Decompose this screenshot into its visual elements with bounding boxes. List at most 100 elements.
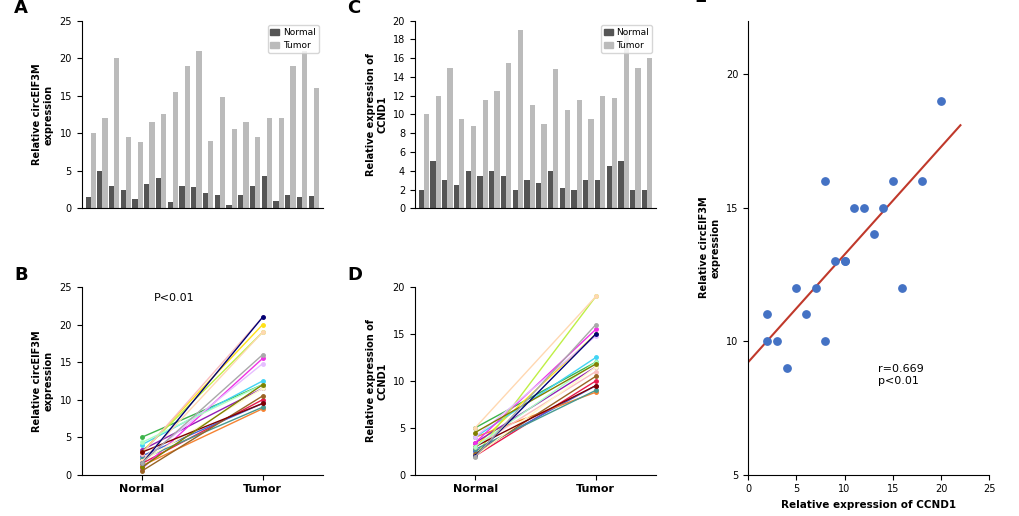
Text: E: E [694, 0, 706, 7]
Bar [262, 176, 267, 208]
Bar [559, 188, 565, 208]
Bar [547, 171, 552, 208]
Point [816, 337, 833, 345]
Bar [623, 30, 628, 208]
Bar [466, 171, 471, 208]
Point [845, 203, 861, 212]
Point [874, 203, 891, 212]
Y-axis label: Relative circEIF3M
expression: Relative circEIF3M expression [698, 197, 719, 298]
Bar [571, 189, 576, 208]
Legend: Normal, Tumor: Normal, Tumor [600, 25, 651, 53]
Point [768, 337, 785, 345]
Bar [91, 133, 96, 208]
Bar [267, 118, 272, 208]
Bar [552, 70, 557, 208]
Point [797, 310, 813, 318]
Y-axis label: Relative expression of
CCND1: Relative expression of CCND1 [365, 319, 387, 442]
Bar [588, 119, 593, 208]
Bar [314, 88, 319, 208]
Bar [594, 180, 599, 208]
Point [883, 177, 900, 185]
Bar [459, 119, 464, 208]
Bar [453, 185, 459, 208]
Y-axis label: Relative circEIF3M
expression: Relative circEIF3M expression [33, 63, 54, 165]
Bar [418, 189, 424, 208]
Point [816, 177, 833, 185]
Bar [191, 187, 197, 208]
Text: A: A [14, 0, 28, 17]
Bar [494, 91, 499, 208]
Text: r=0.669
p<0.01: r=0.669 p<0.01 [877, 364, 923, 385]
Bar [244, 122, 249, 208]
Bar [565, 110, 570, 208]
Bar [309, 196, 314, 208]
Bar [114, 58, 119, 208]
Point [836, 257, 852, 265]
Bar [238, 195, 244, 208]
Bar [167, 202, 173, 208]
Point [758, 337, 774, 345]
Bar [505, 63, 511, 208]
Bar [524, 180, 529, 208]
Point [758, 310, 774, 318]
Bar [208, 141, 213, 208]
Bar [250, 186, 255, 208]
Bar [513, 189, 518, 208]
Bar [290, 66, 296, 208]
Point [836, 257, 852, 265]
Bar [179, 186, 184, 208]
Bar [447, 68, 452, 208]
Bar [471, 126, 476, 208]
Bar [278, 118, 283, 208]
Bar [197, 51, 202, 208]
Bar [86, 197, 91, 208]
Bar [220, 97, 225, 208]
Text: D: D [346, 266, 362, 284]
Bar [477, 176, 482, 208]
Bar [273, 201, 278, 208]
Bar [184, 66, 190, 208]
Bar [489, 171, 494, 208]
Point [855, 203, 871, 212]
Bar [297, 197, 302, 208]
Bar [630, 189, 635, 208]
Bar [635, 68, 640, 208]
Bar [173, 92, 178, 208]
Bar [518, 30, 523, 208]
Bar [442, 180, 447, 208]
Bar [583, 180, 588, 208]
Point [826, 257, 843, 265]
Bar [144, 184, 150, 208]
Point [807, 284, 823, 292]
Bar [97, 171, 102, 208]
Bar [120, 189, 126, 208]
Point [777, 364, 794, 372]
Bar [641, 190, 646, 208]
Bar [482, 101, 487, 208]
Point [788, 284, 804, 292]
Bar [150, 122, 155, 208]
Bar [285, 195, 290, 208]
X-axis label: Relative expression of CCND1: Relative expression of CCND1 [781, 500, 955, 510]
Text: C: C [346, 0, 360, 17]
Text: B: B [14, 266, 28, 284]
Bar [215, 195, 220, 208]
Bar [576, 101, 581, 208]
Bar [430, 162, 435, 208]
Point [913, 177, 929, 185]
Y-axis label: Relative expression of
CCND1: Relative expression of CCND1 [365, 53, 387, 176]
Bar [203, 192, 208, 208]
Bar [161, 115, 166, 208]
Bar [529, 105, 534, 208]
Bar [255, 137, 260, 208]
Bar [618, 162, 623, 208]
Bar [611, 98, 616, 208]
Point [894, 284, 910, 292]
Bar [156, 178, 161, 208]
Bar [231, 130, 236, 208]
Point [932, 96, 949, 105]
Bar [102, 118, 108, 208]
Bar [424, 115, 429, 208]
Y-axis label: Relative circEIF3M
expression: Relative circEIF3M expression [33, 330, 54, 432]
Bar [435, 95, 440, 208]
